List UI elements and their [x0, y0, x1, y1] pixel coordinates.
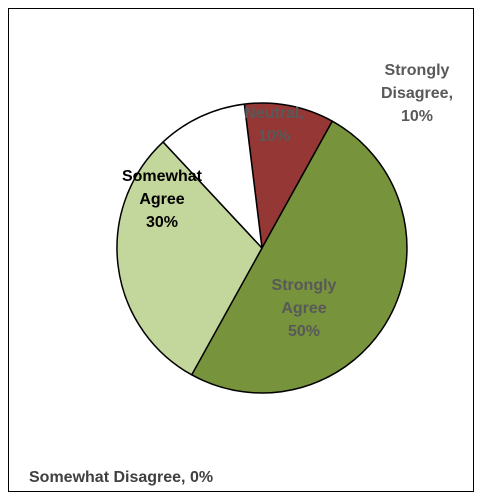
- pie-slice-somewhat-agree: [116, 141, 263, 376]
- pie-slice-strongly-agree: [190, 120, 408, 394]
- pie-label-line: 30%: [146, 214, 178, 231]
- pie-label-neutral: Neutral, 10%: [244, 105, 304, 145]
- pie-label-line: Disagree,: [381, 85, 453, 102]
- chart-frame: Strongly Disagree, 10% Strongly Agree 50% Some…: [8, 8, 474, 492]
- pie-label-line: 50%: [288, 323, 320, 340]
- pie-chart: Strongly Disagree, 10% Strongly Agree 50% Some…: [116, 62, 453, 394]
- pie-label-line: Neutral,: [244, 105, 304, 122]
- pie-label-line: 10%: [401, 108, 433, 125]
- pie-labels: Strongly Disagree, 10% Strongly Agree 50% Some…: [122, 62, 453, 340]
- pie-label-line: 10%: [258, 128, 290, 145]
- pie-slices: [116, 102, 408, 394]
- pie-label-line: Strongly: [272, 277, 337, 294]
- pie-label-line: Agree: [139, 191, 184, 208]
- pie-slice-neutral: [162, 103, 263, 249]
- somewhat-disagree-label: Somewhat Disagree, 0%: [29, 469, 214, 486]
- pie-label-strongly-agree: Strongly Agree 50%: [272, 277, 337, 340]
- pie-label-strongly-disagree: Strongly Disagree, 10%: [381, 62, 453, 125]
- pie-label-line: Strongly: [385, 62, 450, 79]
- pie-label-somewhat-agree: Somewhat Agree 30%: [122, 168, 203, 231]
- pie-label-line: Agree: [281, 300, 326, 317]
- pie-label-line: Somewhat: [122, 168, 203, 185]
- pie-slice-strongly-disagree: [243, 102, 334, 249]
